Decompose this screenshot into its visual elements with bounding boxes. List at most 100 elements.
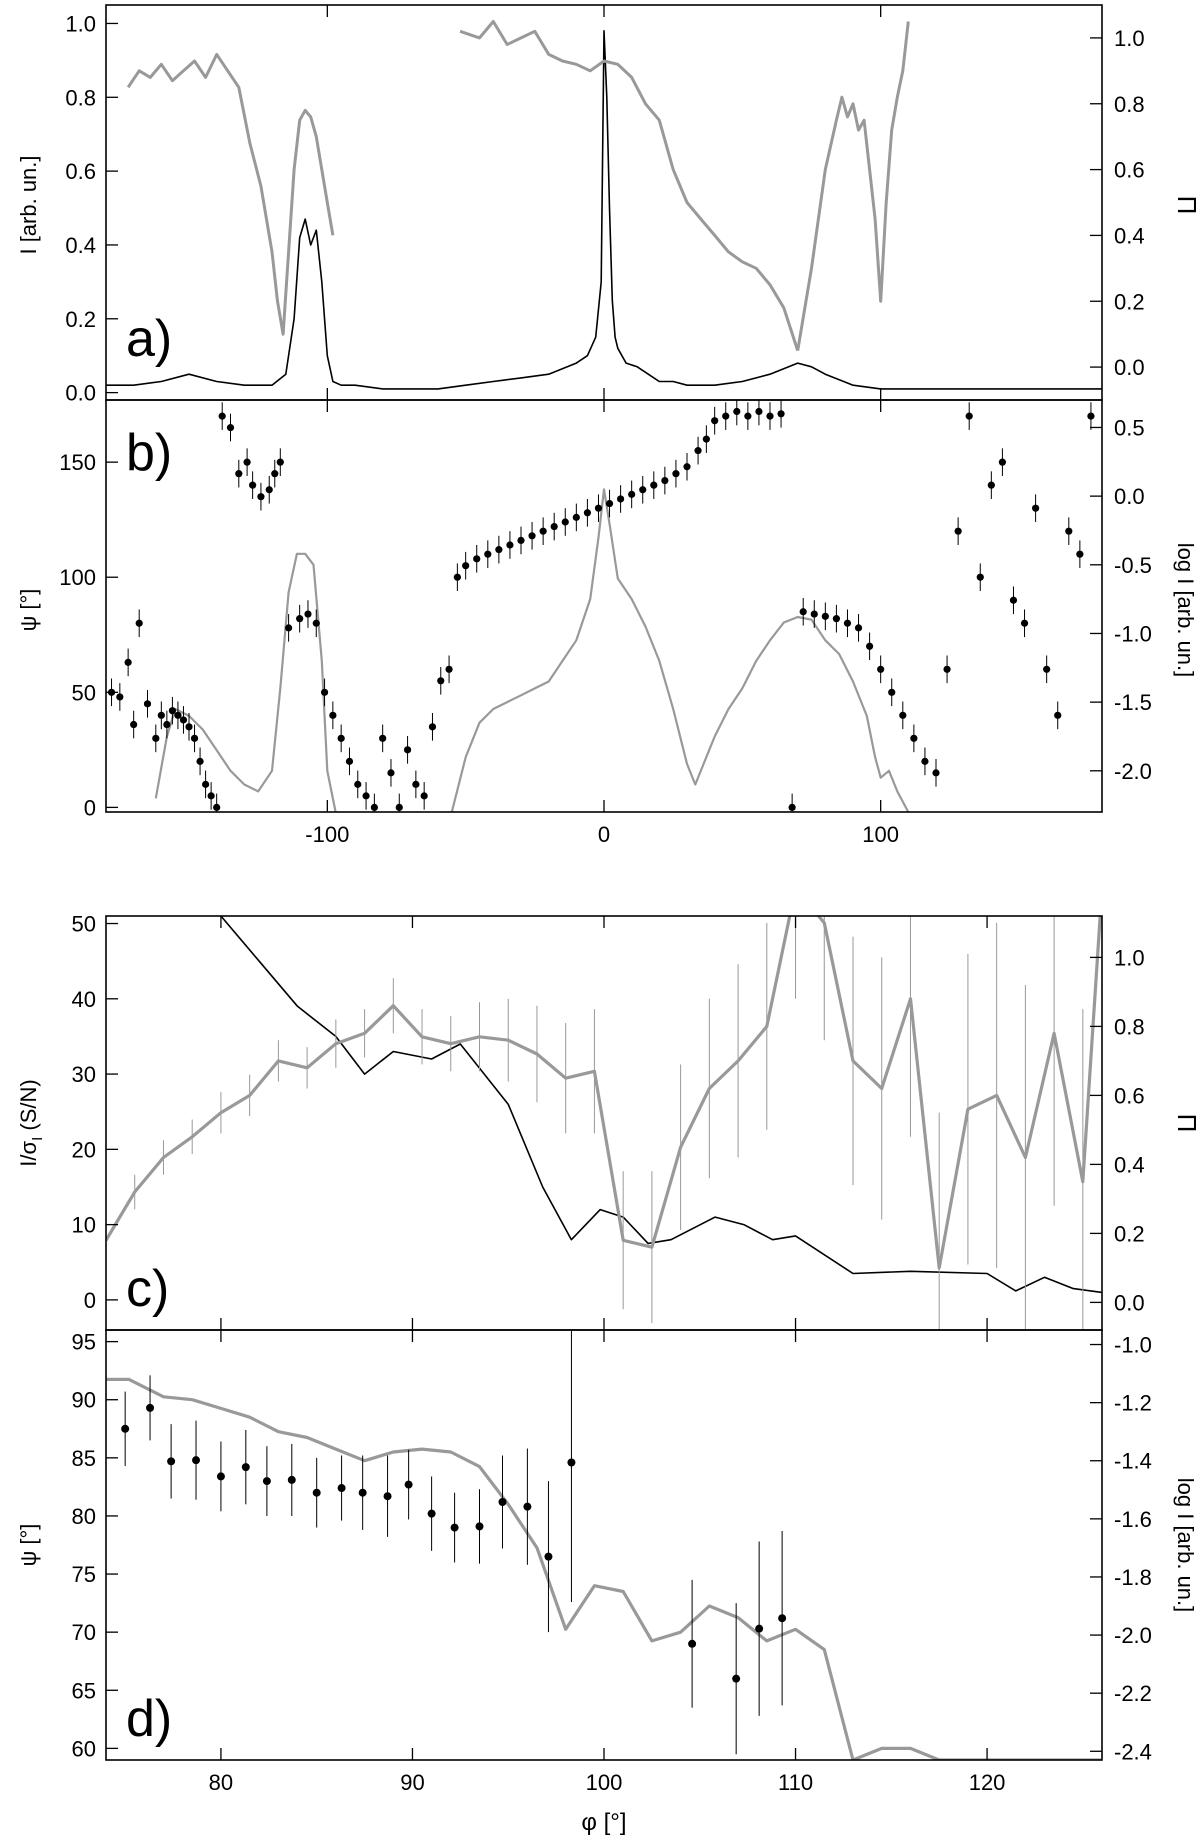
panel-b-data-point — [722, 412, 730, 420]
panel-d: 80 90 100 110 120 60 65 70 75 80 85 90 95 -2.4 -2.2 -2.… — [16, 1329, 1198, 1836]
panel-b-series-0-line — [154, 552, 337, 812]
panel-b-data-point — [639, 486, 647, 494]
panel-b-ytick-label: 50 — [72, 680, 96, 705]
panel-a-y2tick-label: 0.8 — [1114, 92, 1145, 117]
panel-d-y2tick-label: -1.4 — [1114, 1449, 1152, 1474]
panel-b-y2tick-label: -1.0 — [1114, 621, 1152, 646]
panel-b-ytick-label: 150 — [59, 450, 96, 475]
panel-b-data-point — [755, 407, 763, 416]
panel-b-data-point — [116, 693, 124, 701]
panel-a-ylabel: I [arb. un.] — [16, 155, 41, 254]
panel-b-data-point — [143, 700, 152, 708]
panel-b-data-point — [213, 803, 221, 811]
panel-b-data-point — [124, 658, 132, 666]
panel-a-series-0-line — [106, 30, 1102, 390]
panel-b-data-point — [185, 723, 193, 731]
panel-b-data-point — [1009, 596, 1018, 604]
panel-d-y2label: log I [arb. un.] — [1173, 1478, 1198, 1613]
panel-b-xtick-label: -100 — [305, 822, 349, 847]
panel-b-data-point — [694, 447, 702, 455]
panel-b-label: b) — [126, 424, 172, 482]
panel-b-data-point — [243, 458, 251, 466]
panel-d-ytick-label: 85 — [72, 1446, 96, 1471]
panel-b-data-point — [387, 769, 395, 777]
panel-b-data-point — [276, 458, 284, 466]
panel-b-data-point — [320, 688, 329, 696]
panel-b-data-point — [428, 723, 437, 731]
panel-b-data-point — [453, 573, 461, 581]
panel-d-xtick-label: 90 — [400, 1770, 424, 1795]
panel-b-data-point — [702, 435, 710, 443]
panel-c-ylabel-sub: I — [29, 1137, 46, 1141]
panel-b-data-point — [733, 407, 741, 416]
panel-d-data-point — [312, 1488, 321, 1497]
panel-b-data-point — [168, 707, 176, 715]
panel-a-y2tick-label: 0.0 — [1114, 355, 1145, 380]
panel-b-data-point — [495, 546, 503, 554]
panel-d-data-point — [262, 1477, 271, 1486]
panel-b-data-point — [899, 711, 907, 719]
panel-d-data-point — [688, 1639, 697, 1648]
panel-b-data-point — [420, 792, 428, 800]
panel-b-data-point — [854, 624, 863, 632]
panel-b-data-point — [1043, 665, 1051, 673]
panel-b-data-point — [403, 746, 412, 754]
panel-d-data-point — [544, 1552, 553, 1561]
panel-c-ytick-label: 40 — [72, 987, 96, 1012]
panel-d-y2tick-label: -2.2 — [1114, 1681, 1152, 1706]
panel-b-data-point — [921, 757, 929, 765]
panel-a-y2tick-label: 0.6 — [1114, 158, 1145, 183]
panel-d-series-0-line — [106, 1377, 1102, 1760]
panel-d-data-point — [427, 1509, 436, 1518]
panel-b-data-point — [683, 463, 691, 471]
panel-b-data-point — [594, 504, 603, 512]
panel-d-data-point — [241, 1463, 250, 1472]
panel-c-ytick-label: 20 — [72, 1137, 96, 1162]
panel-b-data-point — [954, 527, 962, 535]
panel-d-y2tick-label: -1.0 — [1114, 1333, 1152, 1358]
panel-a-ytick-label: 0.6 — [65, 159, 96, 184]
panel-d-data-point — [383, 1492, 392, 1501]
panel-a-ytick-label: 0.8 — [65, 85, 96, 110]
panel-b-y2label: log I [arb. un.] — [1173, 543, 1198, 678]
panel-b-data-point — [130, 720, 138, 729]
panel-b-data-point — [190, 734, 199, 742]
panel-a-series-2-line — [459, 20, 800, 352]
panel-b: -100 0 100050100150-2.0-1.5-1.0-0.50.00.5 … — [16, 399, 1198, 847]
panel-b-data-point — [362, 792, 370, 800]
panel-d-ticks: 80 90 100 110 120 60 65 70 75 80 85 90 95 -2.4 -2.2 -2.… — [72, 1330, 1152, 1795]
panel-c-ylabel: I/σI (S/N) — [16, 1079, 46, 1166]
panel-b-data-point — [617, 495, 625, 503]
panel-d-xtick-label: 100 — [586, 1770, 623, 1795]
panel-d-ytick-label: 65 — [72, 1678, 96, 1703]
panel-c: 0 10 20 30 40 50 0.0 0.2 0.4 0.6 0.8 1.0 c) I/σI (S… — [16, 912, 1200, 1331]
panel-d-ytick-label: 80 — [72, 1504, 96, 1529]
panel-b-y2tick-label: 0.5 — [1114, 415, 1145, 440]
panel-b-data-point — [888, 688, 896, 696]
panel-d-data-point — [498, 1498, 507, 1506]
panel-a-series-3-line — [796, 21, 910, 351]
panel-b-data-point — [766, 412, 774, 420]
panel-b-data-point — [337, 734, 345, 742]
panel-a-ytick-label: 0.2 — [65, 307, 96, 332]
panel-b-data-point — [672, 470, 680, 478]
panel-b-data-point — [777, 410, 785, 418]
panel-d-y2tick-label: -2.0 — [1114, 1623, 1152, 1648]
panel-b-data-point — [572, 513, 580, 521]
panel-d-xtick-label: 110 — [778, 1770, 813, 1795]
panel-b-data-point — [832, 615, 841, 623]
panel-d-y2tick-label: -2.4 — [1114, 1739, 1152, 1764]
panel-a-ytick-label: 1.0 — [65, 11, 96, 36]
panel-a-ytick-label: 0.0 — [65, 381, 96, 406]
panel-b-data-point — [965, 412, 973, 420]
panel-d-series — [106, 1330, 1102, 1760]
panel-b-y2tick-label: -1.5 — [1114, 690, 1152, 715]
panel-b-data-point — [207, 792, 215, 800]
panel-b-data-point — [179, 716, 188, 724]
panel-b-data-point — [506, 541, 514, 549]
panel-b-data-point — [174, 711, 182, 719]
panel-d-data-point — [167, 1457, 176, 1466]
panel-d-data-point — [358, 1488, 367, 1497]
panel-b-data-point — [1054, 711, 1062, 719]
panel-d-data-point — [523, 1502, 532, 1511]
